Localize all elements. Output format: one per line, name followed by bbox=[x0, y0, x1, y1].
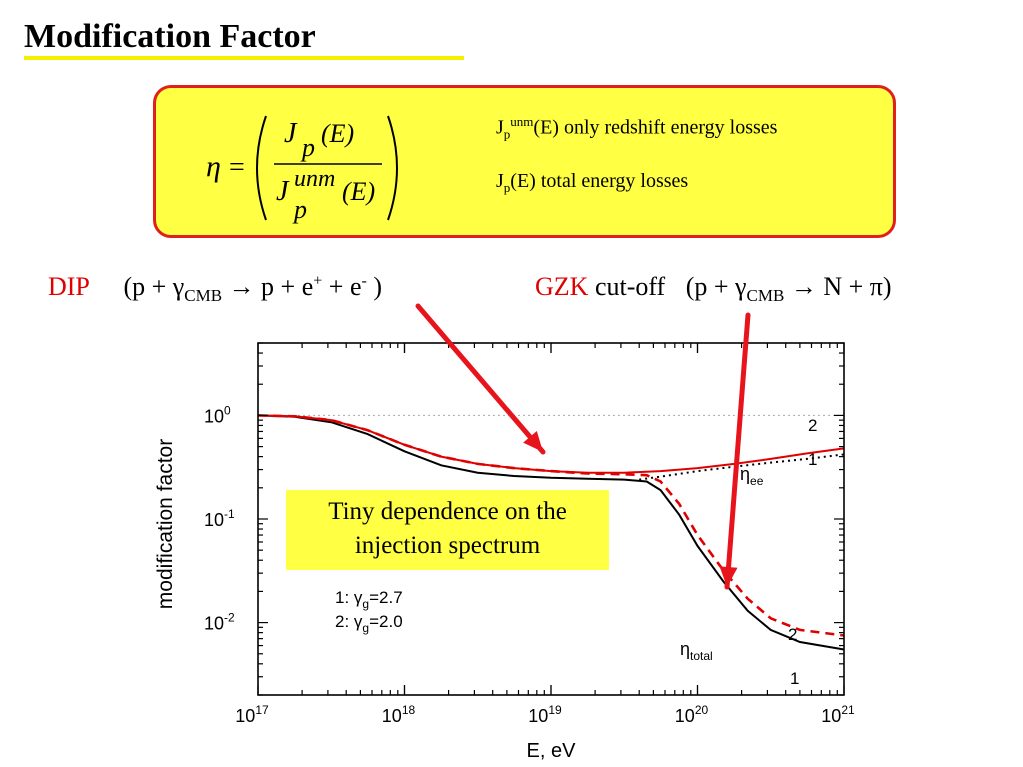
gzk-cutoff: cut-off bbox=[588, 272, 666, 301]
x-tick-label: 1018 bbox=[382, 703, 416, 726]
gzk-reaction-b: → N + π) bbox=[784, 272, 892, 301]
def1-text: (E) only redshift energy losses bbox=[533, 116, 778, 139]
def1-j: J bbox=[496, 116, 504, 139]
series-line-ee-2 bbox=[257, 414, 845, 474]
gzk-cmb: CMB bbox=[746, 286, 785, 306]
gzk-label: GZK bbox=[535, 272, 589, 301]
x-axis-label: E, eV bbox=[527, 740, 577, 762]
eta-formula: η = J p (E) J unm p (E) bbox=[206, 115, 398, 224]
x-tick-label: 1017 bbox=[235, 703, 269, 726]
y-tick-label: 10-2 bbox=[204, 611, 235, 634]
legend-line-1: 1: γg=2.7 bbox=[335, 588, 403, 611]
x-tick-label: 1020 bbox=[675, 703, 709, 726]
def1-sub: p bbox=[503, 126, 511, 142]
gzk-arrow bbox=[724, 312, 751, 590]
def2-sub: p bbox=[503, 180, 511, 195]
denominator-j: J bbox=[276, 176, 290, 207]
x-tick-label: 1021 bbox=[821, 703, 855, 726]
note-line-2: injection spectrum bbox=[354, 532, 541, 559]
slide-title: Modification Factor bbox=[24, 18, 316, 55]
dip-label: DIP bbox=[48, 272, 89, 301]
series-line-ee-1 bbox=[639, 453, 845, 481]
formula-box: η = J p (E) J unm p (E) Jpunm(E) only re… bbox=[153, 85, 896, 238]
denominator-arg: (E) bbox=[342, 177, 375, 206]
gzk-reaction: GZK cut-off (p + γCMB → N + π) bbox=[535, 272, 892, 306]
legend-line-2: 2: γg=2.0 bbox=[335, 612, 403, 635]
right-paren bbox=[387, 115, 398, 221]
dip-reaction: DIP (p + γCMB → p + e+ + e- ) bbox=[48, 272, 382, 306]
y-tick-label: 10-1 bbox=[204, 507, 235, 530]
series-line-total-1 bbox=[257, 414, 845, 651]
numerator-arg: (E) bbox=[321, 119, 354, 148]
curve-label-2-ee: 2 bbox=[808, 416, 817, 435]
def1-sup: unm bbox=[510, 114, 534, 129]
formula-eta: η bbox=[206, 150, 221, 183]
y-tick-label: 100 bbox=[204, 403, 231, 426]
eta-total-label: ηtotal bbox=[680, 639, 713, 663]
dip-cmb: CMB bbox=[184, 286, 223, 306]
note-box: Tiny dependence on the injection spectru… bbox=[286, 490, 609, 570]
dip-arrow bbox=[415, 303, 546, 455]
gzk-reaction-a: (p + γ bbox=[685, 272, 747, 301]
gzk-arrow-head bbox=[719, 566, 738, 587]
title-underline bbox=[24, 56, 464, 60]
y-axis-label: modification factor bbox=[154, 439, 177, 609]
x-tick-label: 1019 bbox=[528, 703, 562, 726]
formula-equals: = bbox=[229, 152, 245, 183]
numerator-j: J bbox=[284, 118, 298, 149]
dip-reaction-b: → p + e bbox=[222, 272, 314, 301]
numerator-sub: p bbox=[300, 133, 315, 162]
dip-reaction-a: (p + γ bbox=[123, 272, 185, 301]
denominator-sub: p bbox=[292, 195, 307, 224]
left-paren bbox=[256, 115, 267, 221]
dip-reaction-c: + e bbox=[322, 272, 362, 301]
note-line-1: Tiny dependence on the bbox=[328, 498, 567, 525]
denominator-sup: unm bbox=[294, 166, 335, 192]
definition-unm: Jpunm(E) only redshift energy losses bbox=[496, 114, 777, 143]
dip-reaction-d: ) bbox=[366, 272, 382, 301]
dip-plus: + bbox=[313, 272, 323, 290]
def2-text: (E) total energy losses bbox=[510, 170, 689, 192]
dip-arrow-head bbox=[523, 430, 543, 452]
curve-label-2-total: 2 bbox=[788, 625, 797, 644]
dip-minus: - bbox=[361, 272, 367, 290]
def2-j: J bbox=[496, 170, 504, 192]
eta-ee-label: ηee bbox=[740, 464, 764, 488]
curve-label-1-total: 1 bbox=[790, 669, 799, 688]
curve-label-1-ee: 1 bbox=[808, 450, 817, 469]
definition-total: Jp(E) total energy losses bbox=[496, 170, 688, 196]
